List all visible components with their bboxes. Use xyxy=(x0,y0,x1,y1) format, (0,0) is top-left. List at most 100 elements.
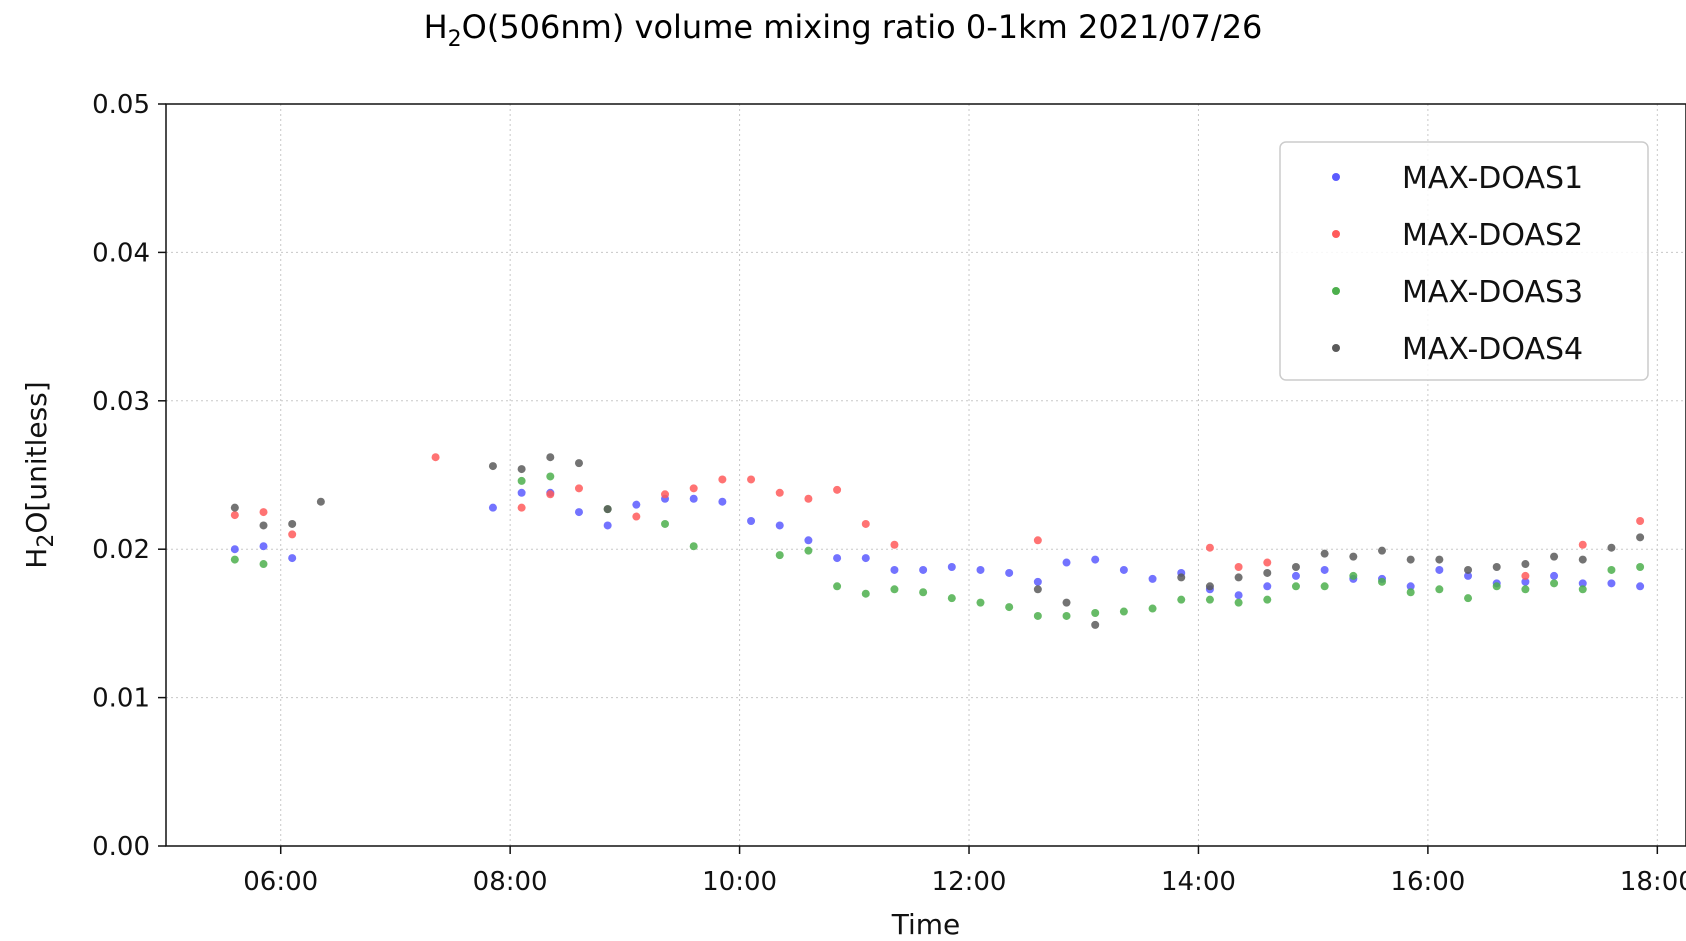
data-point xyxy=(1177,595,1186,604)
data-point xyxy=(661,519,670,528)
data-point xyxy=(546,472,555,481)
data-point xyxy=(1291,563,1300,572)
data-point xyxy=(632,512,641,521)
data-point xyxy=(259,508,268,517)
data-point xyxy=(517,465,526,474)
data-point xyxy=(1435,585,1444,594)
data-point xyxy=(230,503,239,512)
data-point xyxy=(890,565,899,574)
data-point xyxy=(1464,565,1473,574)
data-point xyxy=(1636,533,1645,542)
data-point xyxy=(775,488,784,497)
data-point xyxy=(1205,543,1214,552)
data-point xyxy=(1406,582,1415,591)
x-tick-label: 12:00 xyxy=(932,867,1007,897)
data-point xyxy=(747,475,756,484)
data-point xyxy=(1521,577,1530,586)
data-point xyxy=(1033,611,1042,620)
data-point xyxy=(861,589,870,598)
data-point xyxy=(1607,579,1616,588)
data-point xyxy=(1406,588,1415,597)
data-point xyxy=(947,594,956,603)
chart-title-part-2: O(506nm) volume mixing ratio 0-1km 2021/… xyxy=(462,8,1263,46)
legend-frame xyxy=(1279,141,1649,381)
data-point xyxy=(1033,585,1042,594)
x-tick-label: 16:00 xyxy=(1390,867,1465,897)
y-tick-label: 0.03 xyxy=(92,387,150,417)
data-point xyxy=(1177,573,1186,582)
legend-marker xyxy=(1332,344,1340,352)
data-point xyxy=(1320,565,1329,574)
data-point xyxy=(1234,591,1243,600)
data-point xyxy=(1550,579,1559,588)
data-point xyxy=(718,475,727,484)
data-point xyxy=(574,484,583,493)
data-point xyxy=(288,530,297,539)
data-point xyxy=(1062,558,1071,567)
data-point xyxy=(259,521,268,530)
data-point xyxy=(1607,543,1616,552)
data-point xyxy=(718,497,727,506)
chart-title-part-1: H xyxy=(424,8,448,46)
data-point xyxy=(1378,546,1386,555)
data-point xyxy=(1205,582,1214,591)
data-point xyxy=(632,500,641,509)
data-point xyxy=(890,585,899,594)
data-point xyxy=(259,542,268,551)
data-point xyxy=(1320,582,1329,591)
data-point xyxy=(804,536,813,545)
data-point xyxy=(976,598,985,607)
data-point xyxy=(1234,563,1243,572)
data-point xyxy=(1521,560,1530,569)
data-point xyxy=(546,490,555,499)
series-3 xyxy=(230,472,1645,620)
data-point xyxy=(259,560,268,569)
data-point xyxy=(1263,582,1272,591)
data-point xyxy=(1550,552,1559,561)
data-point xyxy=(689,542,698,551)
data-point xyxy=(1062,611,1071,620)
data-point xyxy=(947,563,956,572)
data-point xyxy=(775,551,784,560)
data-point xyxy=(833,554,842,563)
data-point xyxy=(1521,585,1530,594)
x-tick-label: 08:00 xyxy=(473,867,548,897)
data-point xyxy=(976,565,985,574)
data-point xyxy=(919,565,928,574)
legend-label: MAX-DOAS4 xyxy=(1402,332,1583,367)
legend-label: MAX-DOAS1 xyxy=(1402,161,1583,196)
data-point xyxy=(861,519,870,528)
data-point xyxy=(316,497,325,506)
data-point xyxy=(1062,598,1071,607)
data-point xyxy=(488,503,497,512)
data-point xyxy=(1636,563,1645,572)
data-point xyxy=(574,459,583,468)
data-point xyxy=(1578,555,1587,564)
y-axis-label-part-1: H xyxy=(20,548,53,569)
data-point xyxy=(1234,598,1243,607)
y-tick-label: 0.04 xyxy=(92,238,150,268)
data-point xyxy=(689,484,698,493)
x-axis-label: Time xyxy=(891,908,961,941)
data-point xyxy=(1636,582,1645,591)
data-point xyxy=(1263,595,1272,604)
data-point xyxy=(1550,571,1559,580)
legend-marker xyxy=(1332,173,1340,181)
legend: MAX-DOAS1 MAX-DOAS2 MAX-DOAS3 MAX-DOAS4 xyxy=(1279,141,1649,381)
y-axis-label-subscript: 2 xyxy=(34,534,59,548)
y-tick-label: 0.02 xyxy=(92,535,150,565)
data-point xyxy=(603,521,612,530)
data-point xyxy=(833,485,842,494)
x-axis: 06:00 08:00 10:00 12:00 14:00 16:00 18:00 xyxy=(243,846,1686,897)
data-point xyxy=(546,453,555,462)
data-point xyxy=(517,476,526,485)
data-point xyxy=(288,519,297,528)
x-tick-label: 18:00 xyxy=(1620,867,1686,897)
data-points xyxy=(230,453,1645,629)
data-point xyxy=(1234,573,1243,582)
data-point xyxy=(517,488,526,497)
data-point xyxy=(488,462,497,471)
data-point xyxy=(861,554,870,563)
series-1 xyxy=(230,488,1645,600)
x-tick-label: 14:00 xyxy=(1161,867,1236,897)
